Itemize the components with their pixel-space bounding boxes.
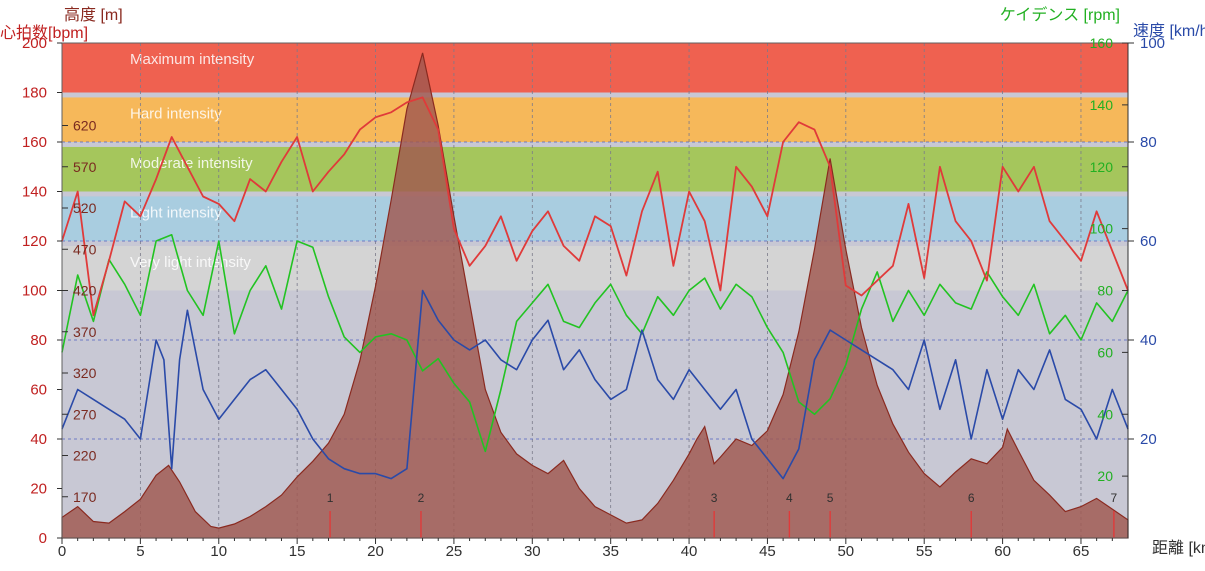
hr-tick-label-3: 60 — [30, 382, 47, 399]
x-tick-label-7: 35 — [602, 543, 619, 560]
lap-label-1: 1 — [327, 491, 334, 505]
spd-tick-label-1: 40 — [1140, 332, 1157, 349]
altitude-axis-ticks: 170 220 270 320 370 420 470 520 570 620 — [62, 118, 97, 505]
speed-axis-ticks: 20 40 60 80 100 — [1127, 35, 1165, 538]
cad-tick-label-3: 80 — [1097, 283, 1113, 299]
spd-tick-label-4: 100 — [1140, 35, 1165, 52]
alt-tick-label-0: 170 — [73, 489, 97, 505]
cad-tick-label-4: 100 — [1090, 221, 1114, 237]
x-tick-label-1: 5 — [136, 543, 144, 560]
alt-tick-label-8: 570 — [73, 159, 97, 175]
x-tick-label-8: 40 — [681, 543, 698, 560]
hr-tick-label-7: 140 — [22, 184, 47, 201]
hr-tick-label-9: 180 — [22, 85, 47, 102]
distance-axis-label: 距離 [km] — [1152, 539, 1205, 557]
heart-rate-zones: Maximum intensity Hard intensity Moderate … — [62, 43, 1128, 538]
x-tick-label-6: 30 — [524, 543, 541, 560]
alt-tick-label-5: 420 — [73, 283, 97, 299]
hr-tick-label-0: 0 — [39, 530, 47, 547]
spd-tick-label-0: 20 — [1140, 431, 1157, 448]
heart-rate-axis-label: 心拍数[bpm] — [0, 24, 88, 42]
zone-label-1: Hard intensity — [130, 105, 222, 122]
lap-label-4: 4 — [786, 491, 793, 505]
zone-band-2 — [62, 146, 1128, 192]
hr-tick-label-5: 100 — [22, 283, 47, 300]
zone-label-3: Light intensity — [130, 204, 222, 221]
alt-tick-label-3: 320 — [73, 365, 97, 381]
cad-tick-label-6: 140 — [1090, 97, 1114, 113]
x-tick-label-12: 60 — [994, 543, 1011, 560]
alt-tick-label-6: 470 — [73, 241, 97, 257]
spd-tick-label-3: 80 — [1140, 134, 1157, 151]
speed-series-line — [61, 289, 1129, 480]
altitude-axis-label: 高度 [m] — [64, 6, 123, 24]
lap-label-3: 3 — [711, 491, 718, 505]
x-tick-label-4: 20 — [367, 543, 384, 560]
cad-tick-label-0: 20 — [1097, 468, 1113, 484]
lap-label-6: 6 — [968, 491, 975, 505]
x-tick-label-3: 15 — [289, 543, 306, 560]
lap-label-7: 7 — [1111, 491, 1118, 505]
zone-label-0: Maximum intensity — [130, 51, 255, 68]
altitude-area — [61, 52, 1129, 539]
lap-label-2: 2 — [418, 491, 425, 505]
speed-line — [61, 289, 1129, 480]
zone-label-4: Very light intensity — [130, 254, 251, 271]
altitude-series-area — [61, 52, 1129, 539]
alt-tick-label-7: 520 — [73, 200, 97, 216]
lap-markers: 1 2 3 4 5 6 7 — [327, 491, 1118, 538]
hr-tick-label-1: 20 — [30, 481, 47, 498]
heart-rate-series-line — [61, 96, 1129, 317]
lap-label-5: 5 — [827, 491, 834, 505]
zone-band-0 — [62, 43, 1128, 93]
cad-tick-label-1: 40 — [1097, 406, 1113, 422]
x-tick-label-2: 10 — [210, 543, 227, 560]
cadence-axis-ticks: 20 40 60 80 100 120 140 160 — [1090, 35, 1128, 484]
hr-tick-label-4: 80 — [30, 332, 47, 349]
alt-tick-label-2: 270 — [73, 406, 97, 422]
cad-tick-label-7: 160 — [1090, 35, 1114, 51]
x-tick-label-5: 25 — [446, 543, 463, 560]
hr-tick-label-8: 160 — [22, 134, 47, 151]
hr-tick-label-10: 200 — [22, 35, 47, 52]
alt-tick-label-1: 220 — [73, 448, 97, 464]
zone-band-4 — [62, 245, 1128, 291]
alt-tick-label-9: 620 — [73, 118, 97, 134]
cadence-series-line — [61, 234, 1129, 453]
cad-tick-label-5: 120 — [1090, 159, 1114, 175]
x-tick-label-0: 0 — [58, 543, 66, 560]
alt-tick-label-4: 370 — [73, 324, 97, 340]
speed-axis-label: 速度 [km/h] — [1133, 22, 1205, 40]
zone-band-1 — [62, 97, 1128, 142]
x-tick-label-9: 45 — [759, 543, 776, 560]
x-tick-label-13: 65 — [1073, 543, 1090, 560]
cadence-line — [61, 234, 1129, 453]
heart-rate-line — [61, 96, 1129, 317]
heart-rate-axis-ticks: 0 20 40 60 80 100 120 140 160 180 200 — [22, 35, 62, 547]
cad-tick-label-2: 60 — [1097, 344, 1113, 360]
hr-tick-label-2: 40 — [30, 431, 47, 448]
distance-axis-ticks: 0 5 10 15 20 25 30 35 40 45 50 55 60 65 — [58, 538, 1113, 560]
zone-label-2: Moderate intensity — [130, 155, 253, 172]
cadence-axis-label: ケイデンス [rpm] — [1000, 5, 1120, 24]
x-tick-label-10: 50 — [837, 543, 854, 560]
x-tick-label-11: 55 — [916, 543, 933, 560]
hr-tick-label-6: 120 — [22, 233, 47, 250]
spd-tick-label-2: 60 — [1140, 233, 1157, 250]
